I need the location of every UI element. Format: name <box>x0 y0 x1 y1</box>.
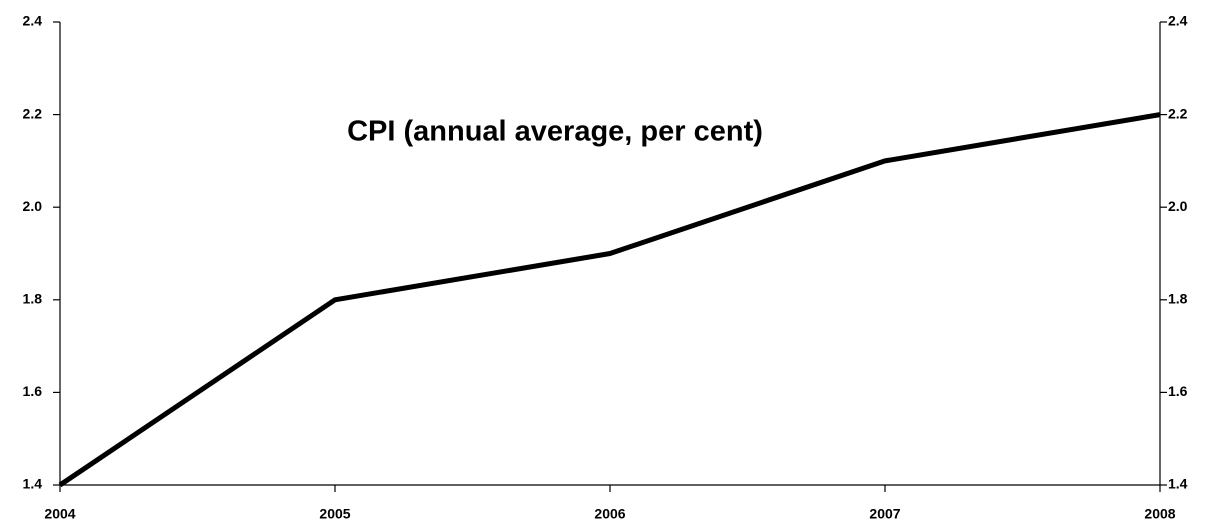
y2-tick-label: 1.8 <box>1168 291 1188 307</box>
y-tick-label: 1.6 <box>23 383 43 399</box>
y-tick-label: 2.0 <box>23 198 43 214</box>
y2-tick-label: 2.2 <box>1168 105 1188 121</box>
y2-tick-label: 1.6 <box>1168 383 1188 399</box>
x-tick-label: 2008 <box>1144 506 1175 522</box>
y-tick-label: 1.4 <box>23 476 43 492</box>
y-tick-label: 1.8 <box>23 291 43 307</box>
y2-tick-label: 2.4 <box>1168 13 1188 29</box>
y-tick-label: 2.2 <box>23 105 43 121</box>
x-tick-label: 2007 <box>869 506 900 522</box>
y-tick-label: 2.4 <box>23 13 43 29</box>
x-tick-label: 2006 <box>594 506 625 522</box>
y2-tick-label: 2.0 <box>1168 198 1188 214</box>
data-line <box>58 112 1161 488</box>
y2-tick-label: 1.4 <box>1168 476 1188 492</box>
x-tick-label: 2004 <box>44 506 75 522</box>
x-tick-label: 2005 <box>319 506 350 522</box>
chart-title: CPI (annual average, per cent) <box>347 116 763 148</box>
